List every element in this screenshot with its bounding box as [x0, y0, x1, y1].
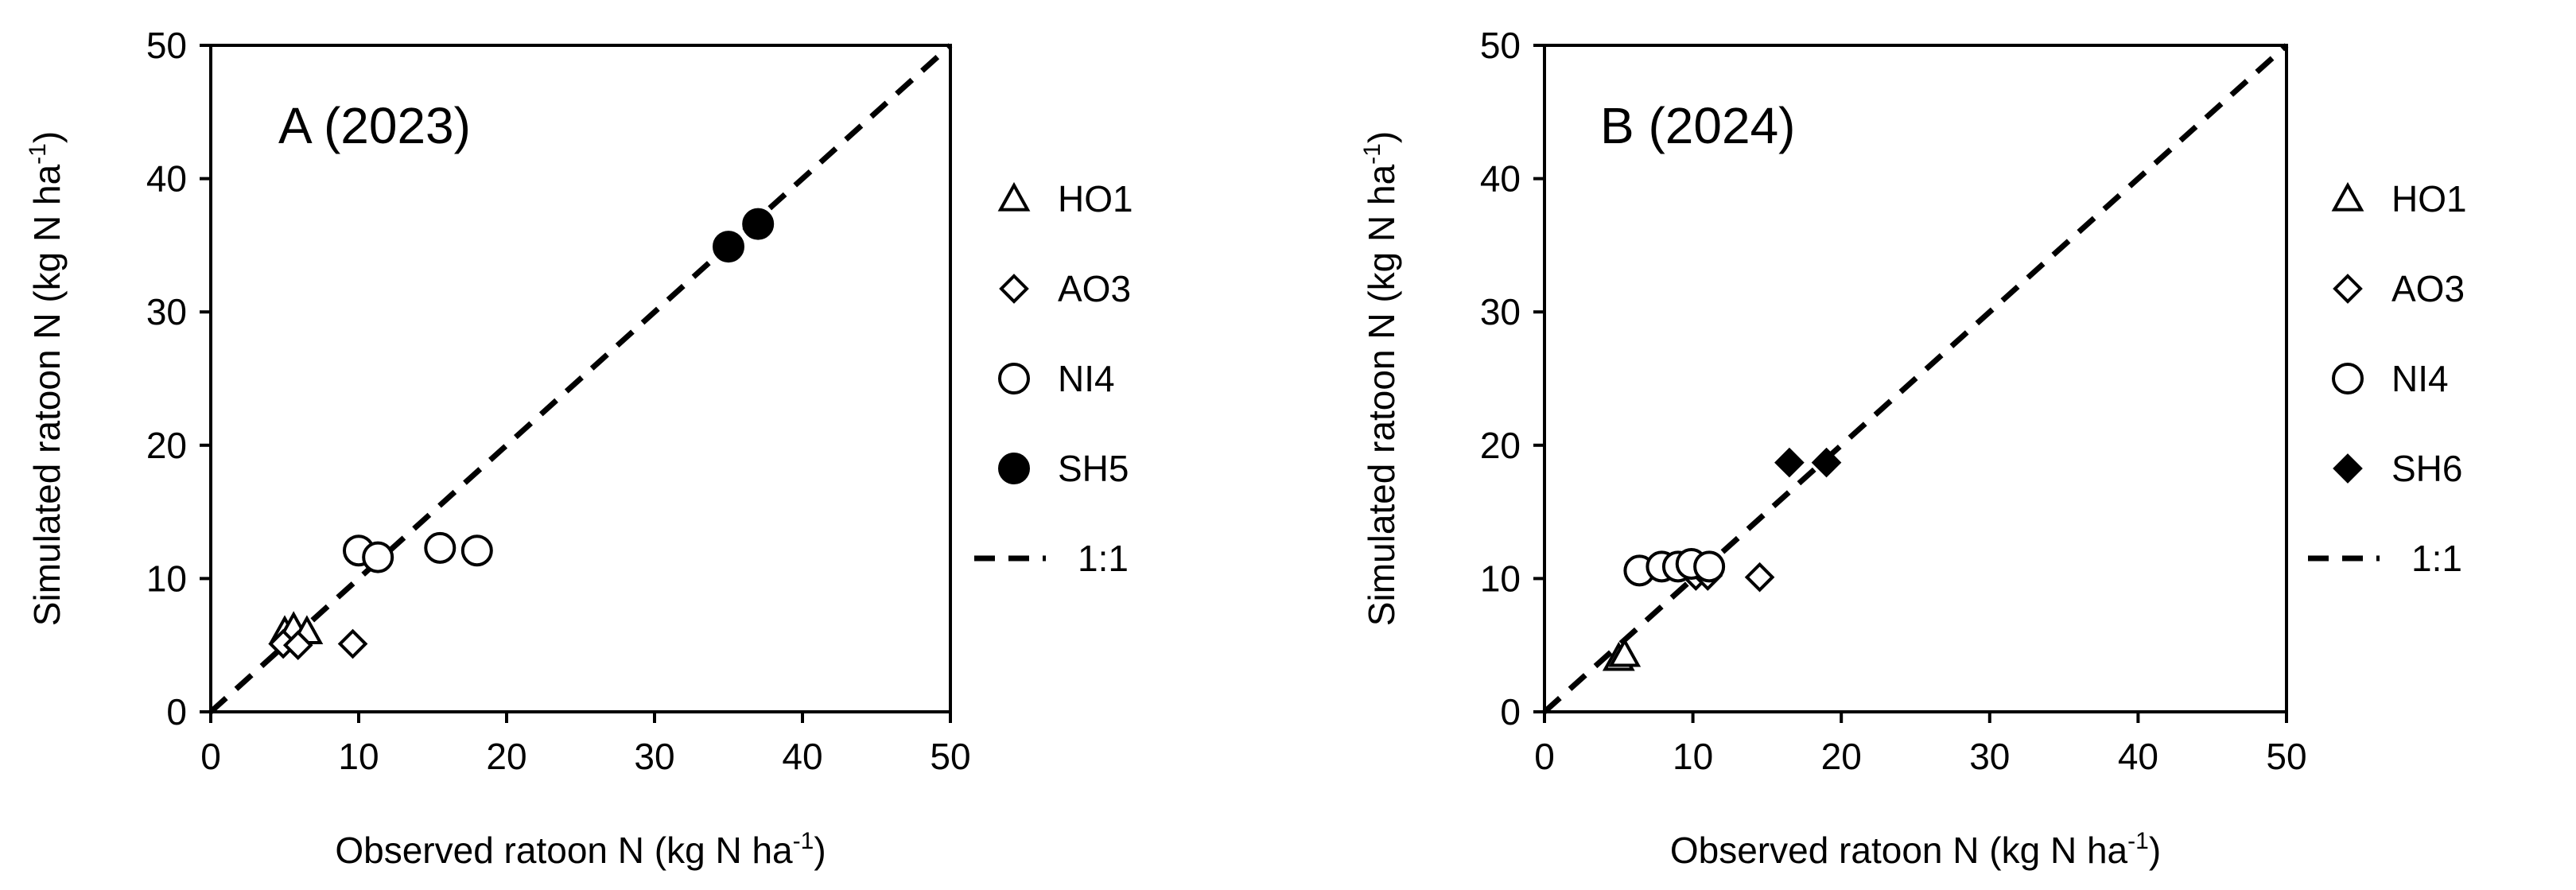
plot-frame	[1543, 44, 2288, 713]
panel-label: B (2024)	[1600, 97, 1795, 154]
legend-label: AO3	[2391, 268, 2465, 309]
series-ho1	[1602, 637, 1642, 671]
panel-label: A (2023)	[278, 97, 471, 154]
legend-label: SH5	[1058, 448, 1129, 489]
data-point	[742, 208, 775, 240]
one-to-one-line	[1542, 43, 2289, 714]
y-tick-label: 50	[1480, 25, 1521, 66]
legend-marker	[2332, 363, 2364, 394]
y-tick-label: 0	[166, 691, 187, 733]
one-to-one-line	[208, 43, 953, 714]
legend-marker	[2333, 453, 2363, 484]
data-point	[1608, 637, 1642, 667]
y-tick-label: 20	[146, 425, 187, 466]
data-point	[1744, 562, 1775, 593]
y-tick-label: 40	[146, 158, 187, 200]
data-point	[460, 534, 493, 567]
x-tick-label: 50	[2266, 736, 2306, 777]
plot-frame	[209, 44, 952, 713]
legend-marker	[2333, 274, 2363, 304]
chart-panel-b: 0 10 20 30 40 50 0 10 20 30 40 50 Observed ratoon N …	[1359, 25, 2467, 871]
legend-marker	[998, 363, 1030, 394]
data-point	[1774, 447, 1805, 478]
legend-label: HO1	[2391, 178, 2467, 220]
y-tick-label: 50	[146, 25, 187, 66]
series-sh6	[1774, 447, 1842, 478]
legend-marker	[997, 181, 1031, 212]
y-tick-label: 30	[1480, 291, 1521, 332]
x-tick-label: 50	[930, 736, 970, 777]
legend-label: HO1	[1058, 178, 1133, 220]
legend-label: NI4	[1058, 358, 1115, 399]
y-tick-label: 0	[1500, 691, 1521, 733]
x-axis-label: Observed ratoon N (kg N ha-1)	[335, 828, 826, 871]
legend-marker	[2331, 181, 2364, 212]
data-point	[1693, 550, 1726, 583]
legend-label: NI4	[2391, 358, 2449, 399]
series-ni4	[343, 531, 493, 573]
data-point	[337, 628, 368, 659]
x-tick-label: 20	[1821, 736, 1862, 777]
x-tick-label: 10	[1673, 736, 1713, 777]
x-tick-label: 0	[200, 736, 221, 777]
y-axis-label: Simulated ratoon N (kg N ha-1)	[25, 131, 68, 626]
x-tick-label: 40	[782, 736, 822, 777]
y-tick-label: 20	[1480, 425, 1521, 466]
data-point	[362, 541, 394, 573]
y-tick-label: 10	[146, 558, 187, 599]
series-ao3	[268, 628, 368, 661]
legend-label: SH6	[2391, 448, 2462, 489]
y-tick-label: 30	[146, 291, 187, 332]
legend-label: 1:1	[1078, 538, 1129, 579]
data-point	[282, 630, 313, 661]
data-point	[713, 231, 744, 263]
x-tick-label: 30	[1969, 736, 2010, 777]
x-tick-label: 20	[486, 736, 526, 777]
x-tick-label: 40	[2118, 736, 2158, 777]
data-point	[1811, 447, 1842, 478]
x-axis-label: Observed ratoon N (kg N ha-1)	[1670, 828, 2161, 871]
chart-panel-a: 0 10 20 30 40 50 0 10 20 30 40 50 Observed ratoon N …	[25, 25, 1133, 871]
legend-label: AO3	[1058, 268, 1131, 309]
x-tick-label: 0	[1534, 736, 1555, 777]
legend-marker	[999, 274, 1029, 304]
legend: HO1 AO3 NI4 SH6 1:1	[2308, 178, 2467, 579]
y-tick-label: 10	[1480, 558, 1521, 599]
y-tick-label: 40	[1480, 158, 1521, 200]
legend-marker	[998, 453, 1030, 484]
x-tick-label: 10	[338, 736, 379, 777]
legend: HO1 AO3 NI4 SH5 1:1	[974, 178, 1133, 579]
data-point	[424, 531, 457, 564]
x-tick-label: 30	[634, 736, 674, 777]
y-axis-label: Simulated ratoon N (kg N ha-1)	[1359, 131, 1402, 626]
series-sh5	[713, 208, 775, 263]
series-ni4	[1623, 547, 1726, 587]
legend-label: 1:1	[2411, 538, 2462, 579]
